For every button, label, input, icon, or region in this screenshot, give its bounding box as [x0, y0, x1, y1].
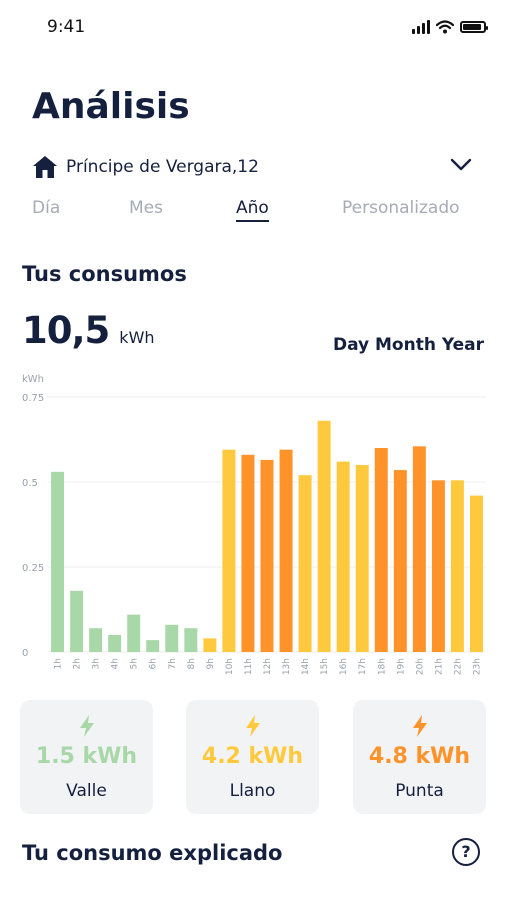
section-title-explicado: Tu consumo explicado	[22, 841, 283, 865]
x-tick-label: 14h	[301, 658, 311, 675]
lightning-icon	[80, 715, 94, 737]
card-value: 1.5 kWh	[35, 744, 138, 769]
chart-bar	[89, 628, 103, 652]
chart-bar	[317, 420, 331, 652]
address-label: Príncipe de Vergara,12	[66, 157, 259, 177]
card-valle[interactable]: 1.5 kWh Valle	[20, 700, 153, 814]
status-bar: 9:41	[0, 0, 506, 56]
x-tick-label: 18h	[377, 658, 387, 675]
chart-bar	[298, 475, 312, 652]
battery-icon	[460, 21, 488, 33]
x-tick-label: 16h	[339, 658, 349, 675]
total-unit: kWh	[119, 328, 155, 347]
status-icons	[412, 20, 488, 34]
section-title-consumos: Tus consumos	[22, 262, 187, 286]
x-tick-label: 21h	[434, 658, 444, 675]
x-tick-label: 23h	[472, 658, 482, 675]
chart-bar	[146, 640, 160, 652]
consumption-bar-chart: kWh 0 0.25 0.5 0.75 1h 2h 3h 4h 5h 6h 7h 8h 9h 10h 11h 1…	[22, 374, 486, 675]
x-tick-label: 20h	[415, 658, 425, 675]
lightning-icon	[246, 715, 260, 737]
card-value: 4.2 kWh	[201, 744, 304, 769]
x-tick-label: 22h	[453, 658, 463, 675]
y-tick-label: 0.5	[22, 478, 38, 489]
period-tabs: Día Mes Año Personalizado	[20, 198, 486, 228]
x-tick-label: 1h	[54, 658, 64, 669]
x-tick-label: 4h	[111, 658, 121, 669]
y-tick-label: 0.75	[22, 393, 44, 404]
x-tick-label: 5h	[130, 658, 140, 669]
total-value: 10,5	[22, 309, 110, 352]
chart-bar	[450, 480, 464, 652]
total-consumption: 10,5 kWh	[22, 309, 155, 352]
x-tick-label: 10h	[225, 658, 235, 675]
cellular-signal-icon	[412, 20, 430, 34]
tab-mes[interactable]: Mes	[129, 198, 163, 218]
home-icon	[33, 156, 57, 178]
card-label: Punta	[395, 781, 444, 801]
tab-personalizado[interactable]: Personalizado	[342, 198, 460, 218]
chevron-down-icon[interactable]	[450, 158, 472, 172]
chart-bar	[374, 448, 388, 652]
chart-bar	[355, 465, 369, 652]
chart-bar	[108, 635, 122, 652]
y-axis-unit: kWh	[22, 374, 44, 385]
wifi-icon	[436, 20, 454, 34]
x-tick-label: 13h	[282, 658, 292, 675]
x-tick-label: 11h	[244, 658, 254, 675]
x-tick-label: 19h	[396, 658, 406, 675]
chart-bar	[70, 590, 84, 652]
x-tick-label: 6h	[149, 658, 159, 669]
help-icon[interactable]: ?	[452, 838, 480, 866]
x-tick-label: 12h	[263, 658, 273, 675]
lightning-icon	[413, 715, 427, 737]
x-tick-label: 9h	[206, 658, 216, 669]
x-tick-label: 15h	[320, 658, 330, 675]
chart-bar	[336, 461, 350, 652]
page-title: Análisis	[32, 86, 190, 127]
chart-bar	[412, 446, 426, 652]
y-tick-label: 0	[22, 648, 28, 659]
chart-bar	[203, 638, 217, 652]
chart-bar	[51, 471, 64, 652]
chart-bar	[165, 624, 179, 652]
x-tick-label: 2h	[73, 658, 83, 669]
battery-level	[463, 24, 481, 30]
chart-bar	[127, 614, 141, 652]
card-label: Valle	[66, 781, 107, 801]
address-selector[interactable]: Príncipe de Vergara,12	[32, 150, 472, 184]
chart-bar	[260, 459, 274, 652]
chart-bar	[241, 454, 255, 652]
card-punta[interactable]: 4.8 kWh Punta	[353, 700, 486, 814]
tab-dia[interactable]: Día	[32, 198, 61, 218]
status-time: 9:41	[47, 17, 86, 37]
x-tick-label: 8h	[187, 658, 197, 669]
chart-bar	[470, 495, 483, 652]
x-tick-label: 17h	[358, 658, 368, 675]
period-toggle[interactable]: Day Month Year	[332, 335, 484, 355]
chart-bar	[431, 480, 445, 652]
card-value: 4.8 kWh	[368, 744, 471, 769]
card-llano[interactable]: 4.2 kWh Llano	[186, 700, 319, 814]
card-label: Llano	[229, 781, 276, 801]
chart-bar	[393, 470, 407, 652]
tab-ano[interactable]: Año	[236, 198, 269, 222]
summary-cards: 1.5 kWh Valle 4.2 kWh Llano 4.8 kWh Punt…	[20, 700, 486, 814]
chart-bar	[184, 628, 198, 652]
x-tick-label: 7h	[168, 658, 178, 669]
y-tick-label: 0.25	[22, 563, 44, 574]
x-tick-label: 3h	[92, 658, 102, 669]
chart-bar	[222, 449, 236, 652]
chart-bar	[279, 449, 293, 652]
